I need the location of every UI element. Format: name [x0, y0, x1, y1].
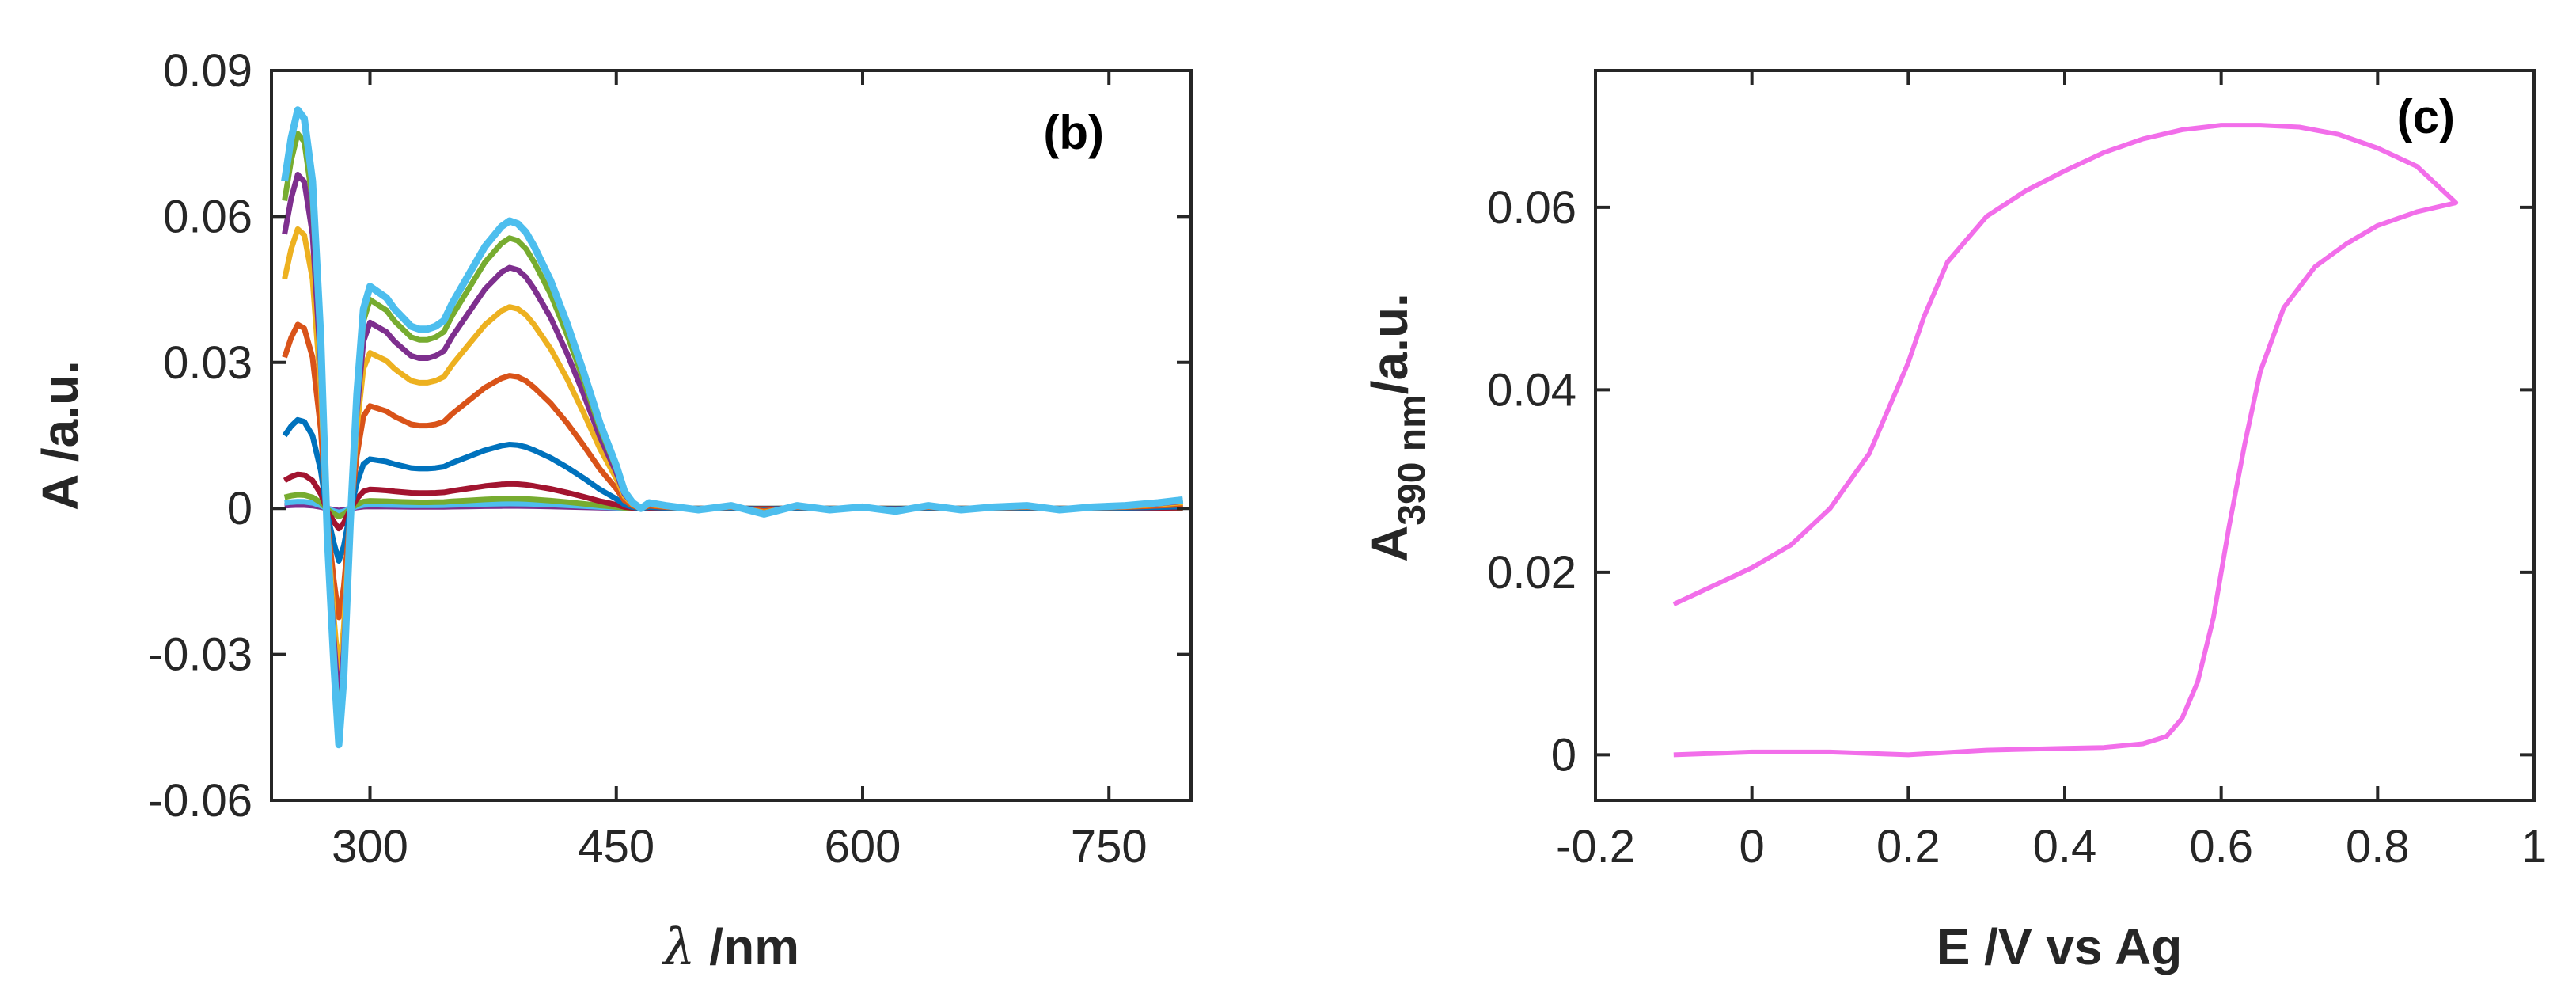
panel-label-b: (b) [1043, 106, 1104, 159]
x-tick-label: -0.2 [1556, 821, 1635, 872]
cv-y-axis-label: A390 nm/a.u. [1361, 293, 1433, 562]
y-tick-label: 0.04 [1487, 364, 1576, 416]
x-tick-label: 0.4 [2033, 821, 2097, 872]
y-label-subscript: 390 nm [1391, 394, 1433, 525]
cv-absorbance-line [1672, 123, 2459, 758]
cv-absorbance-chart: -0.2 0 0.2 0.4 0.6 0.8 1 0 0.02 0.04 0.06 (c) E /V… [1361, 69, 2547, 975]
x-tick-label: 600 [825, 821, 901, 872]
x-tick-label: 0.2 [1876, 821, 1941, 872]
spectrum-line-10 [281, 106, 1184, 749]
x-tick-label: 300 [332, 821, 408, 872]
y-label-main: A [1361, 526, 1418, 562]
x-tick-label: 1 [2521, 821, 2547, 872]
y-tick-label: 0.03 [163, 337, 252, 389]
x-tick-label: 0.6 [2189, 821, 2253, 872]
y-tick-label: 0 [1551, 729, 1576, 781]
y-tick-label: 0.06 [1487, 182, 1576, 234]
spectra-x-axis-label: λ /nm [661, 918, 799, 977]
y-tick-label: -0.03 [148, 629, 252, 681]
spectra-ticks: 300 450 600 750 -0.06 -0.03 0 0.03 0.06 0.09 [148, 45, 1191, 872]
spectra-series-group [281, 106, 1184, 749]
spectrum-line-7 [282, 226, 1183, 677]
x-tick-label: 750 [1071, 821, 1148, 872]
x-tick-label: 0.8 [2346, 821, 2410, 872]
x-axis-unit: /nm [696, 918, 800, 975]
y-label-unit: /a.u. [1361, 293, 1418, 394]
y-tick-label: 0 [227, 483, 252, 534]
spectra-y-axis-label: A /a.u. [32, 360, 89, 511]
spectrum-line-9 [282, 131, 1183, 734]
y-tick-label: -0.06 [148, 775, 252, 827]
spectra-plot-frame [270, 69, 1193, 802]
cv-series-group [1672, 123, 2459, 758]
y-tick-label: 0.06 [163, 191, 252, 242]
spectrum-line-8 [282, 172, 1183, 709]
lambda-symbol: λ [661, 918, 696, 977]
x-tick-label: 450 [578, 821, 654, 872]
cv-ticks: -0.2 0 0.2 0.4 0.6 0.8 1 0 0.02 0.04 0.06 [1487, 70, 2547, 872]
cv-x-axis-label: E /V vs Ag [1937, 918, 2183, 975]
y-tick-label: 0.09 [163, 45, 252, 97]
y-tick-label: 0.02 [1487, 547, 1576, 599]
panel-label-c: (c) [2397, 90, 2455, 143]
cv-plot-frame [1594, 69, 2536, 802]
x-tick-label: 0 [1739, 821, 1765, 872]
